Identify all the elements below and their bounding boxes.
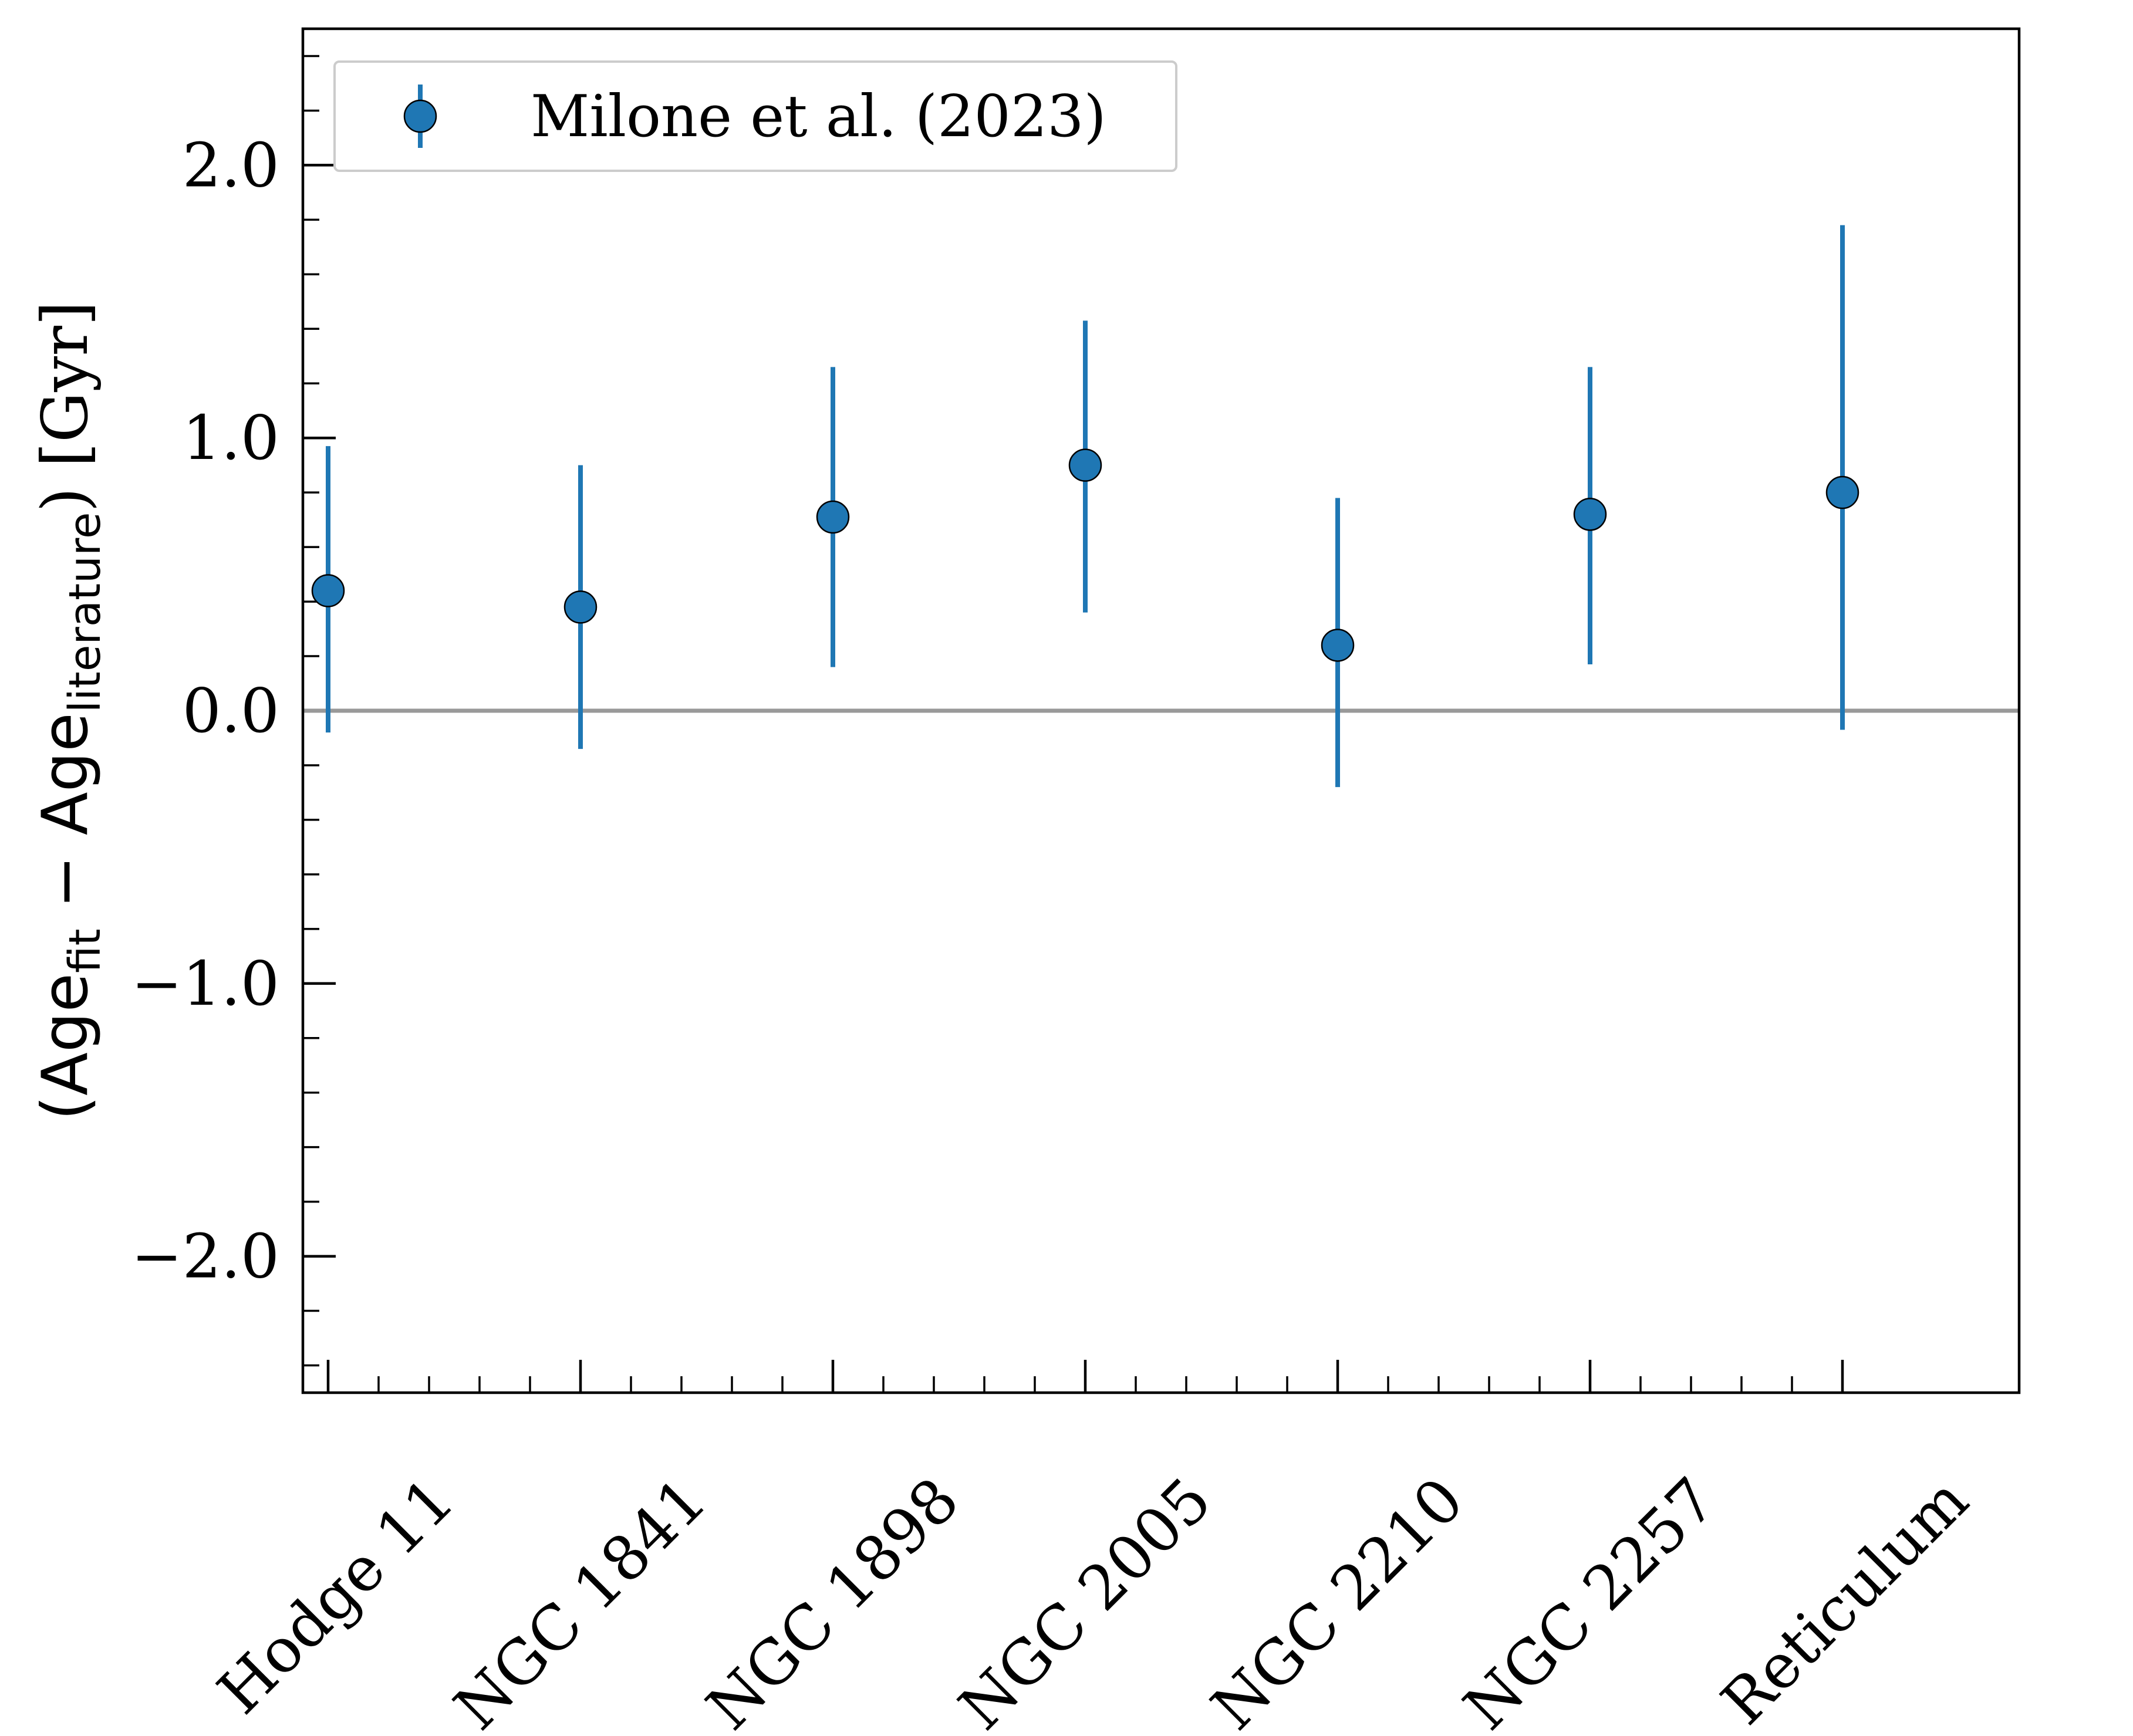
- y-tick-label: −2.0: [131, 1221, 279, 1292]
- legend-marker: [403, 99, 437, 133]
- data-point: [1068, 448, 1102, 482]
- x-tick-label: Hodge 11: [204, 1464, 467, 1727]
- x-tick-label: Reticulum: [1707, 1464, 1982, 1736]
- x-tick-label: NGC 1898: [693, 1464, 973, 1736]
- legend: Milone et al. (2023): [333, 60, 1177, 172]
- y-tick-label: 0.0: [183, 675, 279, 747]
- y-label-suffix: ) [Gyr]: [29, 301, 102, 512]
- y-label-sub-fit: fit: [60, 928, 110, 973]
- data-point: [1573, 498, 1607, 531]
- x-tick-label: NGC 2210: [1198, 1464, 1477, 1736]
- y-tick-label: −1.0: [131, 948, 279, 1019]
- y-tick-label: 2.0: [183, 129, 279, 201]
- y-label-sub-literature: literature: [60, 512, 110, 713]
- x-tick-label: NGC 2005: [946, 1464, 1225, 1736]
- y-tick-labels: 2.0 1.0 0.0 −1.0 −2.0: [131, 129, 279, 1292]
- y-label-prefix: (Age: [29, 973, 102, 1120]
- data-point: [1825, 475, 1859, 509]
- data-point: [1321, 629, 1355, 662]
- x-tick-label: NGC 2257: [1450, 1464, 1730, 1736]
- y-tick-label: 1.0: [183, 402, 279, 474]
- legend-box: [333, 60, 1177, 172]
- plot-frame: [301, 27, 2021, 1394]
- y-label-mid: − Age: [29, 712, 102, 928]
- data-point: [563, 590, 598, 624]
- x-axis-ticks: [326, 1360, 1844, 1393]
- y-axis-label: (Agefit − Ageliterature) [Gyr]: [29, 301, 110, 1120]
- x-tick-label: NGC 1841: [441, 1464, 720, 1736]
- data-point: [816, 500, 850, 534]
- legend-label: Milone et al. (2023): [531, 83, 1106, 150]
- data-point: [311, 574, 345, 607]
- data-points: [311, 225, 1859, 788]
